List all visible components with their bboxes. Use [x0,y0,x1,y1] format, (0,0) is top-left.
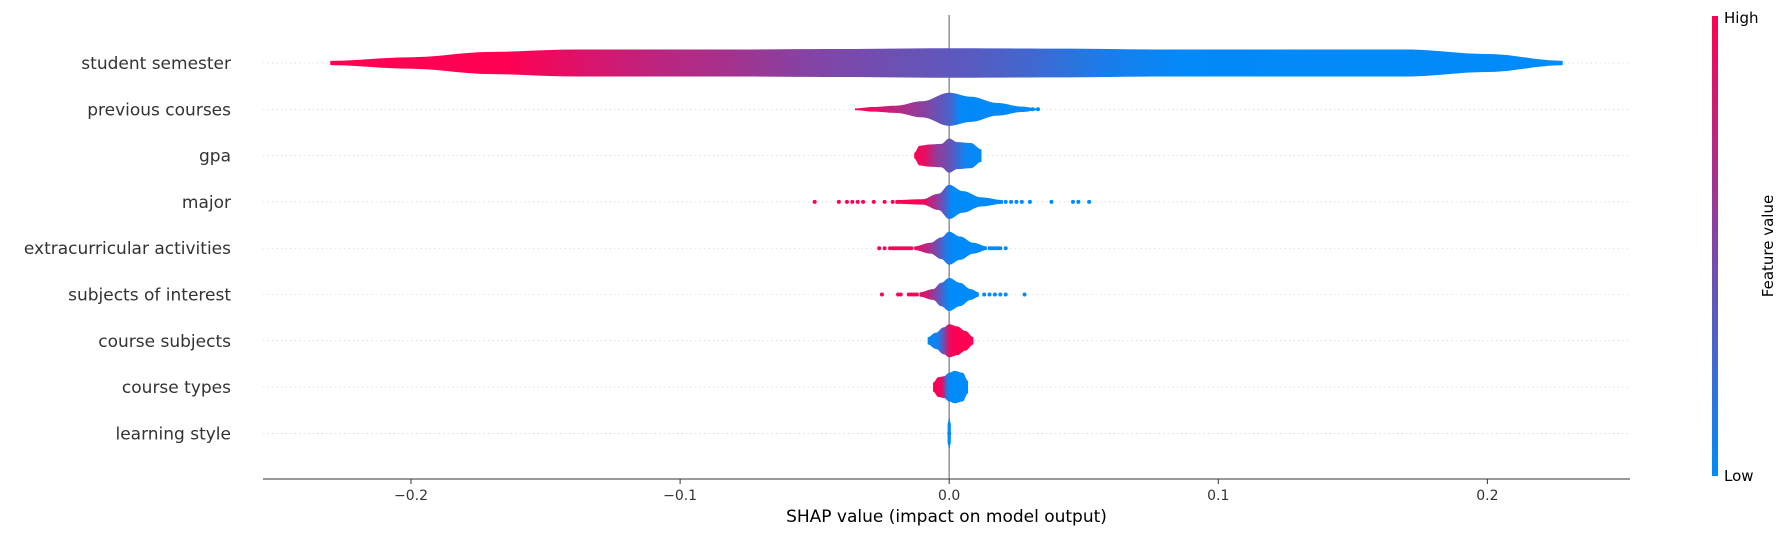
feature-label-learning-style: learning style [115,424,231,444]
dot-low-subjects-of-interest [982,292,987,297]
feature-label-extracurricular-activities: extracurricular activities [24,239,231,259]
dot-low-major [1009,199,1014,204]
feature-labels: student semester previous courses gpa major… [24,54,231,444]
dot-low-extracurricular-activities [998,246,1003,251]
feature-label-course-types: course types [122,378,231,398]
dot-low-major [1014,199,1019,204]
dot-low-major [1049,199,1054,204]
dot-high-major [906,199,911,204]
dot-high-major [896,199,901,204]
dot-high-major [901,199,906,204]
dot-high-subjects-of-interest [914,292,919,297]
dot-low-major [1070,199,1075,204]
feature-label-student-semester: student semester [81,54,231,74]
dot-low-major [998,199,1003,204]
dot-low-subjects-of-interest [987,292,992,297]
colorbar-low-label: Low [1724,467,1754,485]
dot-low-major [1087,199,1092,204]
x-axis-title: SHAP value (impact on model output) [786,507,1107,527]
violin-course-types [933,370,969,404]
x-tick-label: −0.1 [663,488,697,504]
dot-high-major [850,199,855,204]
dot-low-major [1019,199,1024,204]
dot-low-previous-courses [1030,107,1035,112]
violin-previous-courses [855,92,1038,126]
x-tick-label: 0.1 [1207,488,1229,504]
feature-label-previous-courses: previous courses [87,100,231,120]
colorbar-high-label: High [1724,9,1758,27]
dot-high-subjects-of-interest [898,292,903,297]
dot-high-major [861,199,866,204]
dot-low-previous-courses [1035,107,1040,112]
violin-course-subjects [927,324,974,358]
x-tick-label: 0.0 [938,488,960,504]
dot-low-subjects-of-interest [992,292,997,297]
dot-high-major [882,199,887,204]
dot-low-major [992,199,997,204]
dot-low-subjects-of-interest [1003,292,1008,297]
feature-label-gpa: gpa [199,147,231,167]
dot-low-major [987,199,992,204]
outlier-dots [812,107,1092,436]
dot-low-major [1076,199,1081,204]
dot-low-subjects-of-interest [1022,292,1027,297]
feature-label-subjects-of-interest: subjects of interest [68,286,231,306]
x-tick-label: 0.2 [1476,488,1498,504]
violin-extracurricular-activities [914,231,987,265]
dot-low-subjects-of-interest [998,292,1003,297]
dot-high-major [922,199,927,204]
dot-high-subjects-of-interest [879,292,884,297]
dot-high-major [812,199,817,204]
violins [330,48,1563,449]
feature-label-major: major [182,193,231,213]
feature-label-course-subjects: course subjects [98,332,231,352]
dot-high-major [917,199,922,204]
dot-high-extracurricular-activities [882,246,887,251]
dot-high-extracurricular-activities [877,246,882,251]
dot-low-major [1003,199,1008,204]
violin-subjects-of-interest [919,277,979,312]
dot-low-learning-style [947,431,952,436]
colorbar-title: Feature value [1759,195,1777,297]
violin-student-semester [330,48,1563,78]
dot-high-major [912,199,917,204]
dot-high-major [836,199,841,204]
dot-high-extracurricular-activities [909,246,914,251]
dot-high-major [871,199,876,204]
dot-high-major [844,199,849,204]
dot-high-major [890,199,895,204]
x-tick-label: −0.2 [394,488,428,504]
violin-major [895,184,1004,219]
violin-gpa [914,138,982,173]
x-axis-ticks: −0.2 −0.1 0.0 0.1 0.2 [394,479,1499,504]
colorbar [1712,16,1718,476]
dot-low-extracurricular-activities [1003,246,1008,251]
dot-high-major [855,199,860,204]
dot-low-major [1027,199,1032,204]
